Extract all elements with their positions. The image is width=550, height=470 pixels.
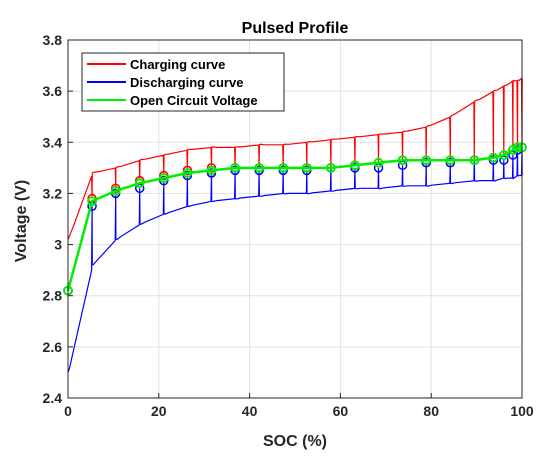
ocv-point [488,152,499,163]
ocv-point [206,165,217,176]
plot-layer [63,77,527,373]
plot-frame [67,39,523,399]
ocv-point [278,162,289,173]
ocv-point [397,155,408,166]
y-tick-label: 3.6 [43,83,63,99]
chart-title: Pulsed Profile [242,20,349,37]
x-tick-label: 20 [151,403,167,419]
ocv-point [134,178,145,189]
ocv-point [325,162,336,173]
discharging-curve-line [67,147,523,373]
legend-label-charging: Charging curve [130,57,225,72]
ocv-point [421,155,432,166]
x-tick-label: 0 [64,403,72,419]
legend-label-ocv: Open Circuit Voltage [130,93,258,108]
ocv-point [301,162,312,173]
x-tick-label: 60 [333,403,349,419]
x-tick-label: 40 [242,403,258,419]
ocv-point [182,168,193,178]
ocv-point [469,155,480,166]
ocv-point [498,150,509,160]
y-tick-label: 2.8 [43,288,63,304]
ocv-point [87,196,97,207]
ocv-point [158,173,169,183]
y-tick-label: 3.8 [43,32,63,48]
x-tick-label: 100 [510,403,534,419]
charging-curve-line [67,77,523,240]
y-tick-label: 3.2 [43,185,63,201]
legend-label-discharging: Discharging curve [130,75,243,90]
y-axis-title: Voltage (V) [13,180,30,262]
y-tick-label: 3 [54,237,62,253]
y-tick-label: 3.4 [43,134,63,150]
tick-layer: 0 20 40 60 80 100 2.4 2.6 2.8 3 3.2 3.4 3.6 3.8 [43,32,534,419]
ocv-point [512,142,523,153]
ocv-point [230,162,240,173]
ocv-point [350,160,360,171]
ocv-point [110,185,121,196]
x-tick-label: 80 [423,403,439,419]
ocv-point [254,162,265,173]
y-tick-label: 2.4 [43,390,63,406]
legend: Charging curve Discharging curve Open Ci… [81,52,285,112]
ocv-point [445,155,456,166]
x-axis-title: SOC (%) [263,433,327,450]
y-tick-label: 2.6 [43,339,63,355]
ocv-point [373,157,384,168]
